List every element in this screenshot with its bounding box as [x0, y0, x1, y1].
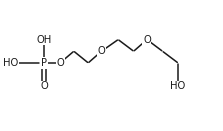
Text: O: O	[40, 81, 48, 91]
Text: HO: HO	[3, 58, 18, 68]
Text: P: P	[41, 58, 47, 68]
Text: O: O	[98, 46, 105, 56]
Text: O: O	[143, 35, 151, 45]
Text: HO: HO	[170, 81, 186, 91]
Text: O: O	[56, 58, 64, 68]
Text: OH: OH	[36, 35, 52, 45]
